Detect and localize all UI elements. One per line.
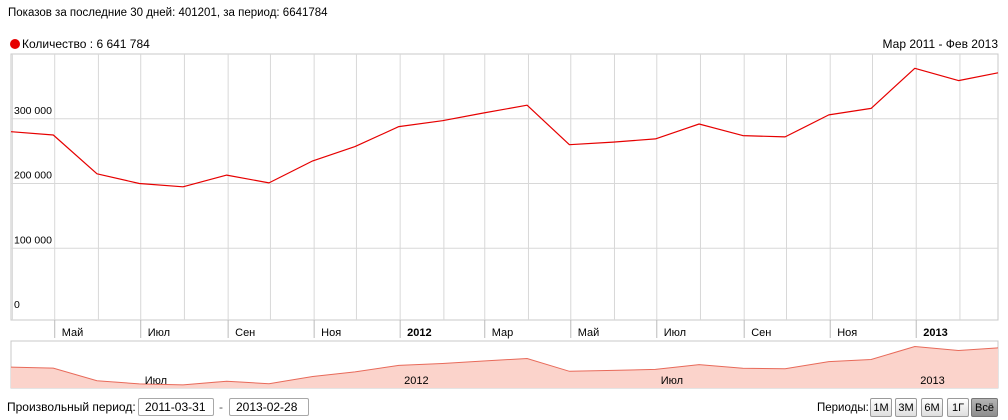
- x-tick-label: Ноя: [837, 327, 857, 339]
- period-button-3m[interactable]: 3М: [895, 398, 917, 417]
- x-tick-label: 2013: [923, 327, 947, 339]
- legend-color-dot: [10, 39, 20, 49]
- plot-border: [10, 53, 999, 321]
- series-line: [10, 67, 999, 188]
- navigator-label: Июл: [661, 375, 683, 387]
- grid: [11, 54, 998, 320]
- period-button-6m[interactable]: 6М: [921, 398, 943, 417]
- x-tick-label: Июл: [148, 327, 170, 339]
- x-tick-label: Сен: [235, 327, 255, 339]
- period-button-1y[interactable]: 1Г: [947, 398, 969, 417]
- custom-period-label: Произвольный период:: [7, 400, 136, 414]
- summary-text: Показов за последние 30 дней: 401201, за…: [8, 7, 328, 19]
- navigator-label: 2012: [404, 375, 428, 387]
- start-date-input[interactable]: [138, 398, 214, 416]
- period-button-all[interactable]: Всё: [971, 398, 998, 417]
- x-tick-label: Сен: [751, 327, 771, 339]
- series-layer: [10, 67, 999, 188]
- x-tick-label: Май: [578, 327, 600, 339]
- legend-label: Количество : 6 641 784: [22, 37, 150, 51]
- x-tick-label: Ноя: [321, 327, 341, 339]
- x-tick-label: Мар: [492, 327, 514, 339]
- navigator-label: Июл: [145, 375, 167, 387]
- navigator[interactable]: Июл 2012 Июл 2013: [10, 340, 999, 389]
- y-tick-label: 200 000: [14, 170, 52, 182]
- y-axis: 0 100 000 200 000 300 000: [14, 105, 52, 311]
- navigator-label: 2013: [920, 375, 944, 387]
- date-range-label: Мар 2011 - Фев 2013: [882, 37, 998, 51]
- y-tick-label: 100 000: [14, 234, 52, 246]
- x-tick-label: Май: [62, 327, 84, 339]
- x-axis: Май Июл Сен Ноя 2012 Мар Май Июл Сен Ноя 2013: [54, 320, 948, 339]
- navigator-line: [10, 345, 999, 386]
- period-button-1m[interactable]: 1М: [870, 398, 892, 417]
- x-tick-label: Июл: [664, 327, 686, 339]
- end-date-input[interactable]: [229, 398, 309, 416]
- x-tick-label: 2012: [407, 327, 431, 339]
- date-separator: -: [219, 400, 223, 414]
- navigator-area: [11, 346, 998, 388]
- legend[interactable]: Количество : 6 641 784: [10, 37, 150, 51]
- y-tick-label: 0: [14, 299, 20, 311]
- periods-label: Периоды:: [817, 402, 869, 414]
- y-tick-label: 300 000: [14, 105, 52, 117]
- bottom-controls: Произвольный период: - Периоды: 1М 3М 6М…: [0, 397, 1008, 419]
